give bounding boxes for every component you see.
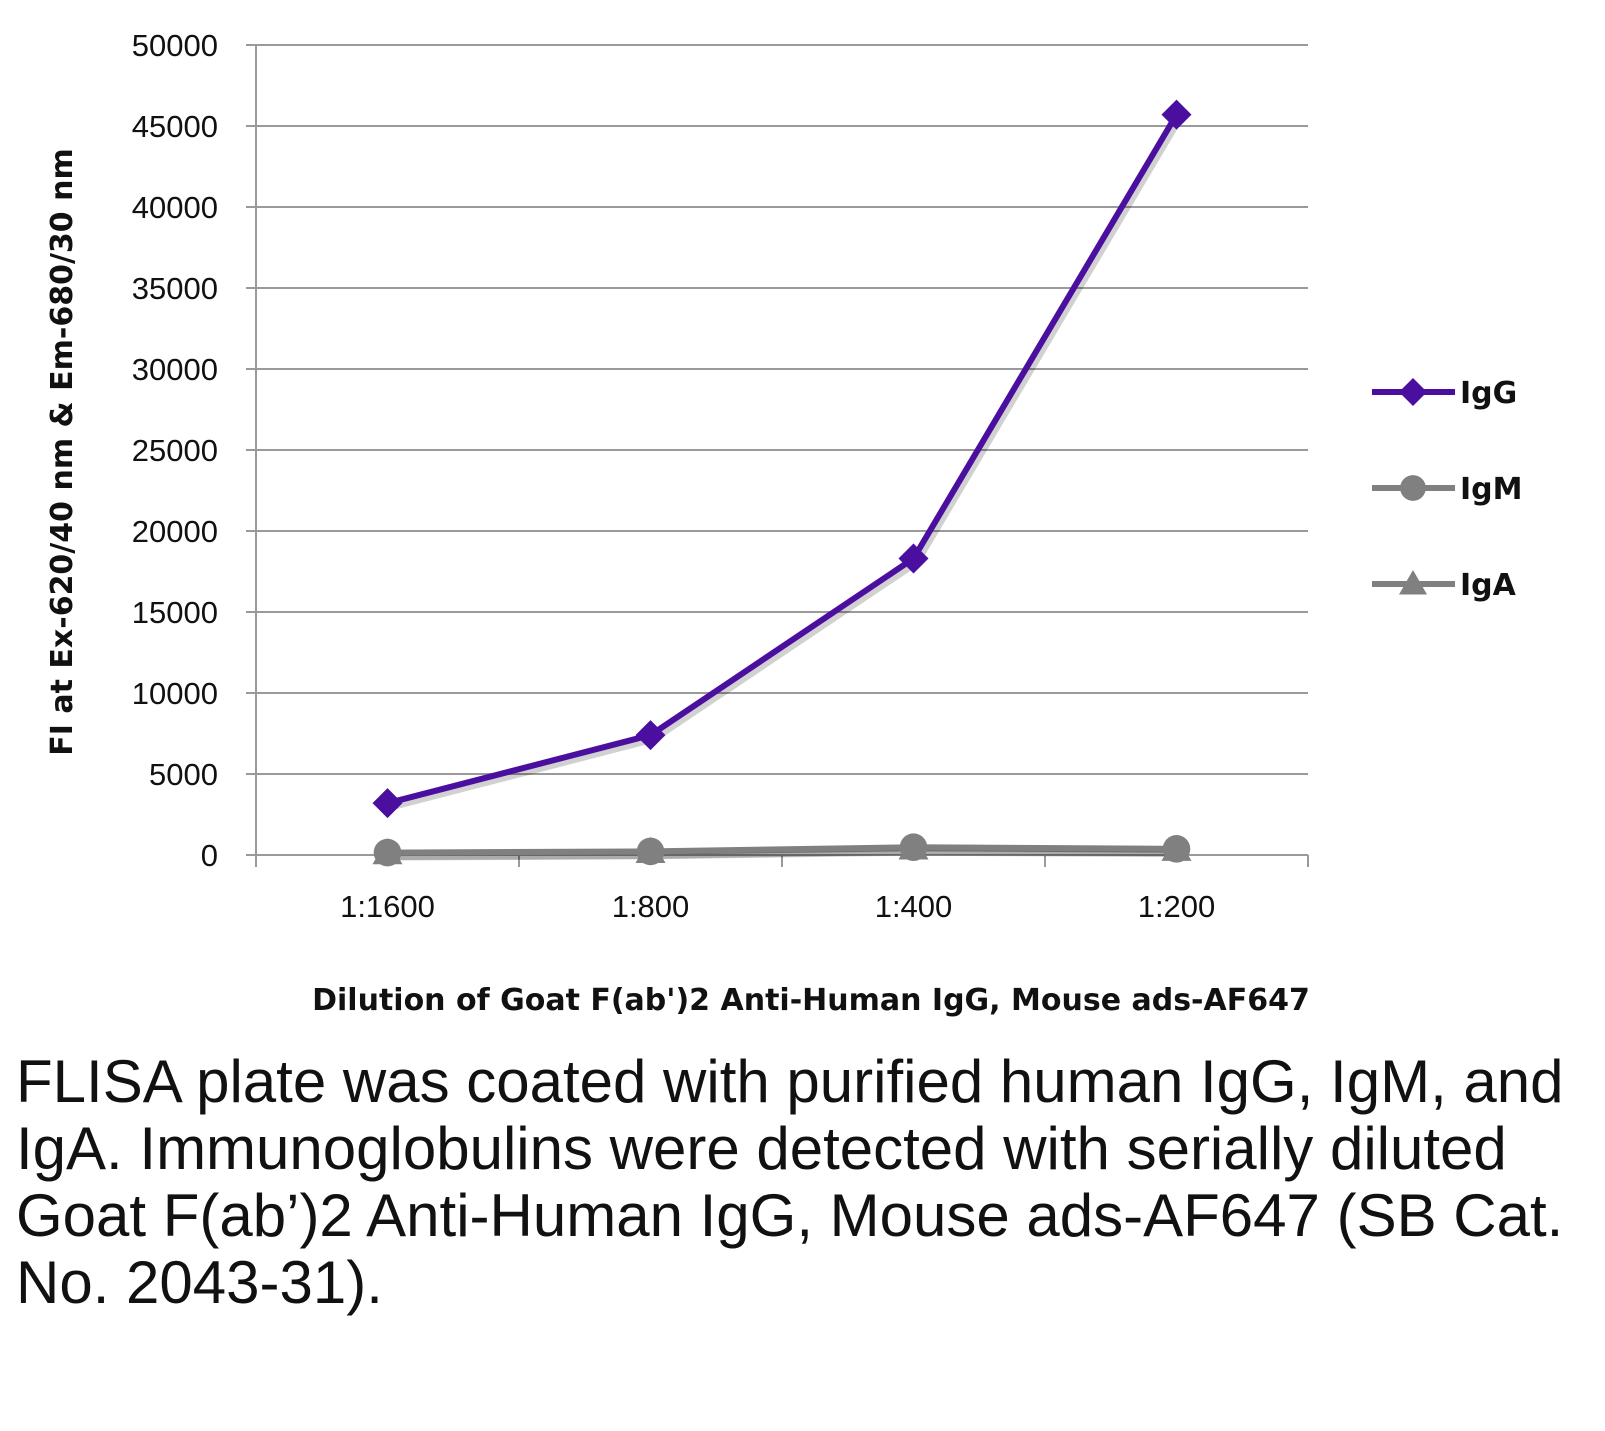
series-line-shadow [390, 848, 1180, 861]
y-tick-label: 25000 [132, 433, 218, 468]
legend: IgG IgM IgA [1372, 376, 1523, 603]
data-point-igm [636, 837, 665, 866]
series-igg [372, 99, 1192, 819]
line-chart: 0 5000 10000 15000 20000 25000 30000 35000 40000… [45, 28, 1523, 1018]
y-tick-label: 15000 [132, 595, 218, 630]
series [372, 99, 1192, 867]
x-tick-label: 1:800 [612, 889, 690, 924]
y-tick-label: 35000 [132, 271, 218, 306]
x-tick-label: 1:200 [1138, 889, 1216, 924]
y-tick-label: 10000 [132, 676, 218, 711]
y-tick-label: 20000 [132, 514, 218, 549]
legend-label: IgA [1460, 568, 1517, 603]
data-point-igm [373, 838, 402, 867]
data-point-igm [899, 833, 928, 862]
figure-caption: FLISA plate was coated with purified hum… [16, 1048, 1564, 1316]
y-tick-label: 5000 [149, 757, 218, 792]
data-point-igg [372, 788, 403, 819]
legend-label: IgM [1460, 472, 1523, 507]
x-tick-label: 1:400 [875, 889, 953, 924]
y-tick-label: 0 [201, 838, 218, 873]
legend-marker-triangle [1399, 570, 1427, 595]
series-line-igm [387, 844, 1177, 856]
y-tick-label: 50000 [132, 28, 218, 63]
series-igm [373, 833, 1191, 867]
series-line-shadow [390, 847, 1180, 861]
legend-label: IgG [1460, 376, 1517, 411]
legend-marker-circle [1400, 475, 1426, 501]
y-tick-labels: 0 5000 10000 15000 20000 25000 30000 35000 40000… [132, 28, 218, 873]
data-point-igm [1162, 835, 1191, 863]
series-line-igg [386, 113, 1180, 807]
y-tick-label: 45000 [132, 109, 218, 144]
x-tick-label: 1:1600 [340, 889, 435, 924]
data-point-igg [1161, 99, 1192, 130]
y-axis-title: FI at Ex-620/40 nm & Em-680/30 nm [45, 148, 80, 755]
gridlines [246, 44, 1308, 775]
legend-marker-diamond [1399, 378, 1427, 406]
y-tick-label: 30000 [132, 352, 218, 387]
x-tick-labels: 1:1600 1:800 1:400 1:200 [340, 889, 1215, 924]
legend-item-igg: IgG [1372, 376, 1517, 411]
x-axis-title: Dilution of Goat F(ab')2 Anti-Human IgG,… [312, 983, 1310, 1018]
data-point-igg [635, 720, 666, 751]
y-tick-label: 40000 [132, 190, 218, 225]
data-point-igg [898, 543, 929, 574]
legend-item-iga: IgA [1372, 568, 1517, 603]
series-line-shadow [389, 116, 1183, 811]
legend-item-igm: IgM [1372, 472, 1523, 507]
